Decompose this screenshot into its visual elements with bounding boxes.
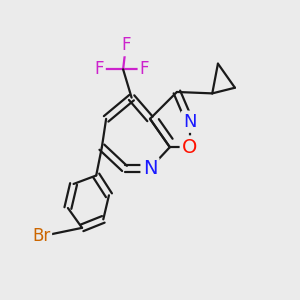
Text: F: F — [94, 60, 104, 78]
Text: Br: Br — [32, 227, 50, 245]
Text: F: F — [140, 60, 149, 78]
Text: N: N — [143, 159, 157, 178]
Text: N: N — [183, 113, 196, 131]
Text: F: F — [121, 36, 131, 54]
Text: O: O — [182, 138, 197, 157]
